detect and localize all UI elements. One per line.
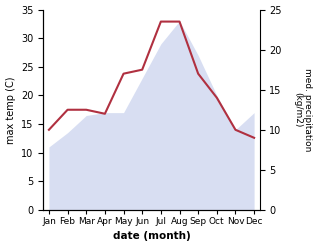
Y-axis label: med. precipitation
(kg/m2): med. precipitation (kg/m2) <box>293 68 313 151</box>
X-axis label: date (month): date (month) <box>113 231 190 242</box>
Y-axis label: max temp (C): max temp (C) <box>5 76 16 144</box>
